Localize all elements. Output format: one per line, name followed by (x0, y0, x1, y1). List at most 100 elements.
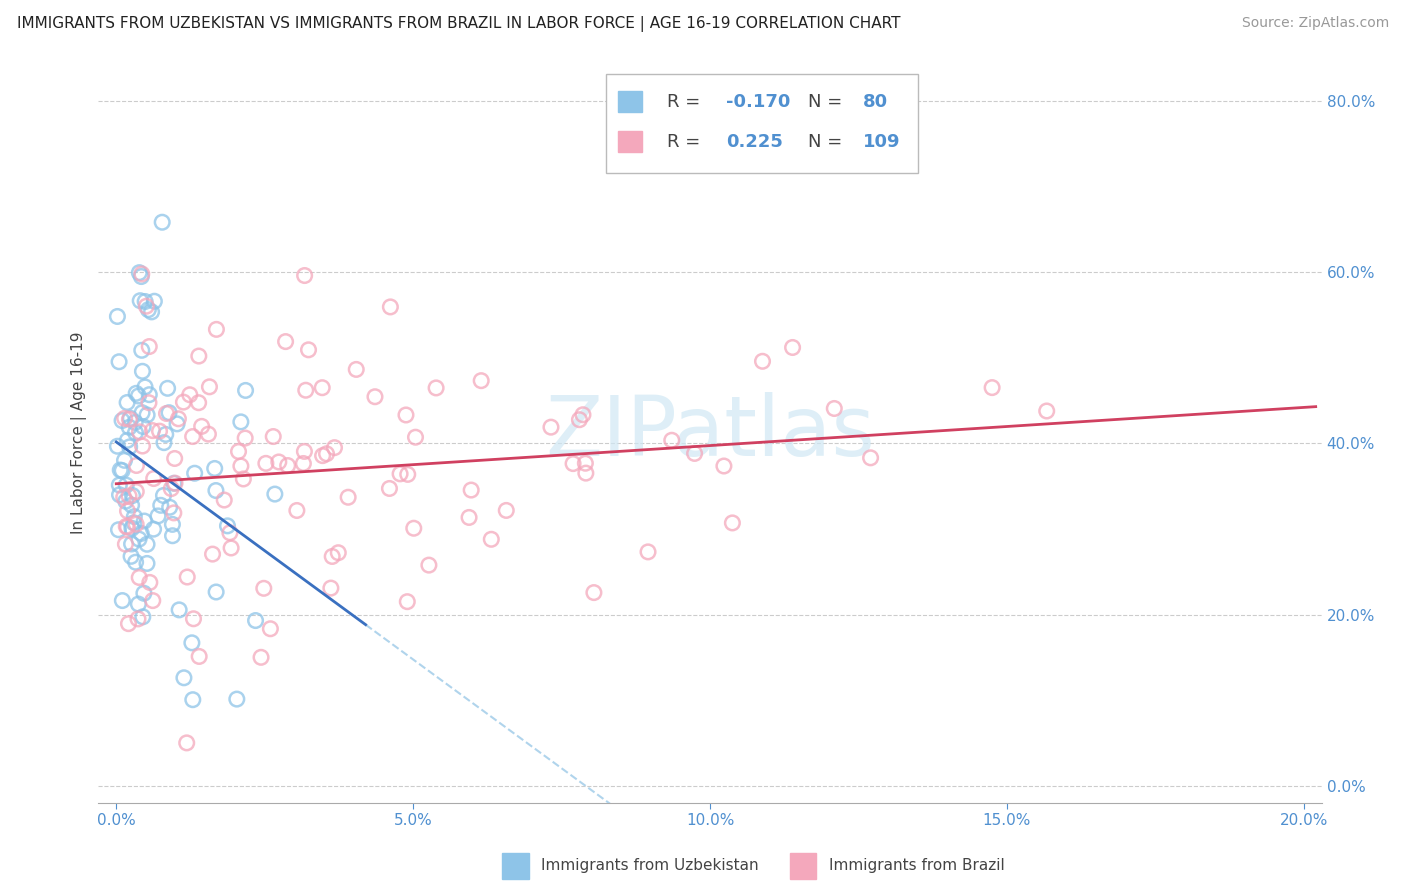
Point (160, 482, 183, 496)
Point (118, 420, 141, 434)
Point (118, 440, 141, 454)
Point (321, 549, 343, 564)
Text: 109: 109 (863, 133, 900, 151)
Point (337, 490, 360, 504)
Point (364, 390, 387, 404)
Point (135, 299, 157, 313)
Point (183, 467, 205, 481)
Point (120, 549, 142, 564)
Point (233, 431, 256, 445)
Point (111, 414, 134, 428)
Point (190, 419, 212, 434)
Point (166, 417, 188, 431)
Point (228, 444, 250, 458)
Point (136, 408, 159, 422)
Point (111, 464, 134, 478)
Point (114, 411, 136, 425)
Point (138, 395, 160, 409)
Point (163, 476, 186, 491)
Point (212, 493, 235, 508)
Point (405, 430, 427, 444)
Point (285, 503, 308, 517)
Point (396, 467, 419, 482)
Point (637, 545, 659, 559)
Point (108, 355, 131, 369)
FancyBboxPatch shape (790, 853, 817, 879)
Point (162, 529, 184, 543)
Point (262, 429, 284, 443)
Point (721, 516, 744, 530)
Point (479, 533, 502, 547)
Text: IMMIGRANTS FROM UZBEKISTAN VS IMMIGRANTS FROM BRAZIL IN LABOR FORCE | AGE 16-19 : IMMIGRANTS FROM UZBEKISTAN VS IMMIGRANTS… (17, 16, 900, 32)
Text: Immigrants from Brazil: Immigrants from Brazil (828, 858, 1004, 873)
Point (152, 489, 174, 503)
Point (418, 558, 440, 573)
Point (115, 395, 138, 409)
Point (127, 612, 149, 626)
Point (107, 523, 129, 537)
Point (117, 434, 139, 448)
Point (198, 380, 221, 394)
Point (187, 395, 209, 409)
Point (782, 341, 804, 355)
Point (458, 510, 481, 524)
Text: N =: N = (808, 93, 848, 111)
Point (396, 595, 419, 609)
Point (125, 386, 148, 401)
Point (155, 407, 177, 421)
Point (311, 381, 333, 395)
Point (127, 597, 149, 611)
Point (122, 516, 145, 530)
Point (751, 354, 773, 368)
Point (263, 487, 285, 501)
Point (134, 294, 156, 309)
Point (124, 509, 146, 524)
Point (575, 466, 598, 480)
Point (138, 302, 160, 317)
Point (167, 411, 190, 425)
Point (229, 415, 252, 429)
Text: 80: 80 (863, 93, 889, 111)
Point (201, 547, 224, 561)
Point (562, 457, 585, 471)
Point (117, 520, 139, 534)
Point (114, 537, 136, 551)
Point (128, 266, 150, 280)
Point (582, 585, 605, 599)
Point (128, 570, 150, 584)
Point (823, 401, 845, 416)
Point (132, 586, 155, 600)
Point (495, 503, 517, 517)
Point (153, 435, 176, 450)
Point (460, 483, 482, 497)
Point (141, 305, 163, 319)
Point (661, 434, 683, 448)
Point (254, 456, 277, 470)
Point (146, 508, 169, 523)
Point (142, 522, 165, 536)
Point (136, 557, 159, 571)
Point (235, 384, 257, 398)
Point (981, 381, 1004, 395)
Point (142, 471, 165, 485)
Point (205, 483, 228, 498)
Point (253, 582, 276, 596)
Point (311, 449, 333, 463)
Point (205, 585, 228, 599)
Text: Source: ZipAtlas.com: Source: ZipAtlas.com (1241, 16, 1389, 30)
Point (155, 427, 177, 442)
Point (121, 489, 143, 503)
Point (124, 415, 146, 429)
Point (176, 736, 198, 750)
Y-axis label: In Labor Force | Age 16-19: In Labor Force | Age 16-19 (72, 331, 87, 534)
FancyBboxPatch shape (606, 73, 918, 173)
Point (245, 614, 267, 628)
Point (172, 395, 194, 409)
Point (1035, 404, 1057, 418)
Point (136, 537, 159, 551)
Point (167, 603, 190, 617)
Point (141, 424, 163, 438)
Point (162, 517, 184, 532)
Point (132, 419, 155, 434)
Point (124, 555, 146, 569)
